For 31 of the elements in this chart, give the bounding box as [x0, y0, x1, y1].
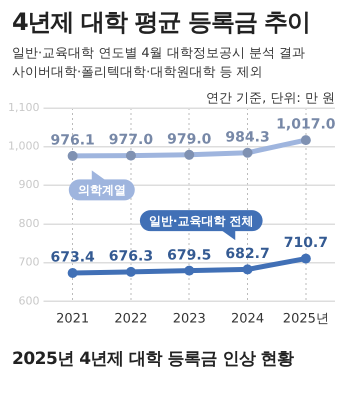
- chart-subtitle: 일반·교육대학 연도별 4월 대학정보공시 분석 결과 사이버대학·폴리텍대학·대학원대학 등 제외: [11, 45, 306, 82]
- data-label: 977.0: [108, 132, 154, 148]
- point: [126, 266, 136, 277]
- data-label: 676.3: [108, 248, 154, 265]
- point: [126, 150, 136, 161]
- data-label: 979.0: [167, 131, 212, 148]
- data-label: 682.7: [225, 246, 270, 262]
- text: 2025년 4년제 대학 등록금 인상 현황: [11, 348, 295, 370]
- point: [184, 266, 194, 276]
- data-label: 976.1: [50, 132, 95, 149]
- x-tick-label: 2021: [56, 312, 90, 327]
- x-tick-label: 2024: [231, 312, 264, 327]
- x-tick-label: 2022: [114, 312, 148, 327]
- y-axis-title: 연간 기준, 단위: 만 원: [206, 90, 335, 106]
- data-label: 679.5: [167, 247, 212, 264]
- data-label: 984.3: [225, 129, 270, 146]
- point: [300, 254, 311, 264]
- data-label: 710.7: [284, 235, 328, 252]
- legend-label: 의학계열: [78, 183, 126, 198]
- point: [184, 150, 194, 160]
- x-tick-label: 2023: [172, 312, 206, 327]
- data-label: 673.4: [50, 250, 96, 266]
- chart-title: 4년제 대학 평균 등록금 추이: [11, 7, 312, 38]
- point: [68, 150, 78, 161]
- point: [242, 148, 253, 158]
- point: [300, 135, 311, 146]
- x-tick-label: 2025년: [282, 312, 329, 327]
- point: [242, 264, 253, 274]
- point: [68, 268, 78, 278]
- data-label: 1,017.0: [276, 116, 336, 133]
- text: 일반·교육대학 전체: [148, 214, 254, 228]
